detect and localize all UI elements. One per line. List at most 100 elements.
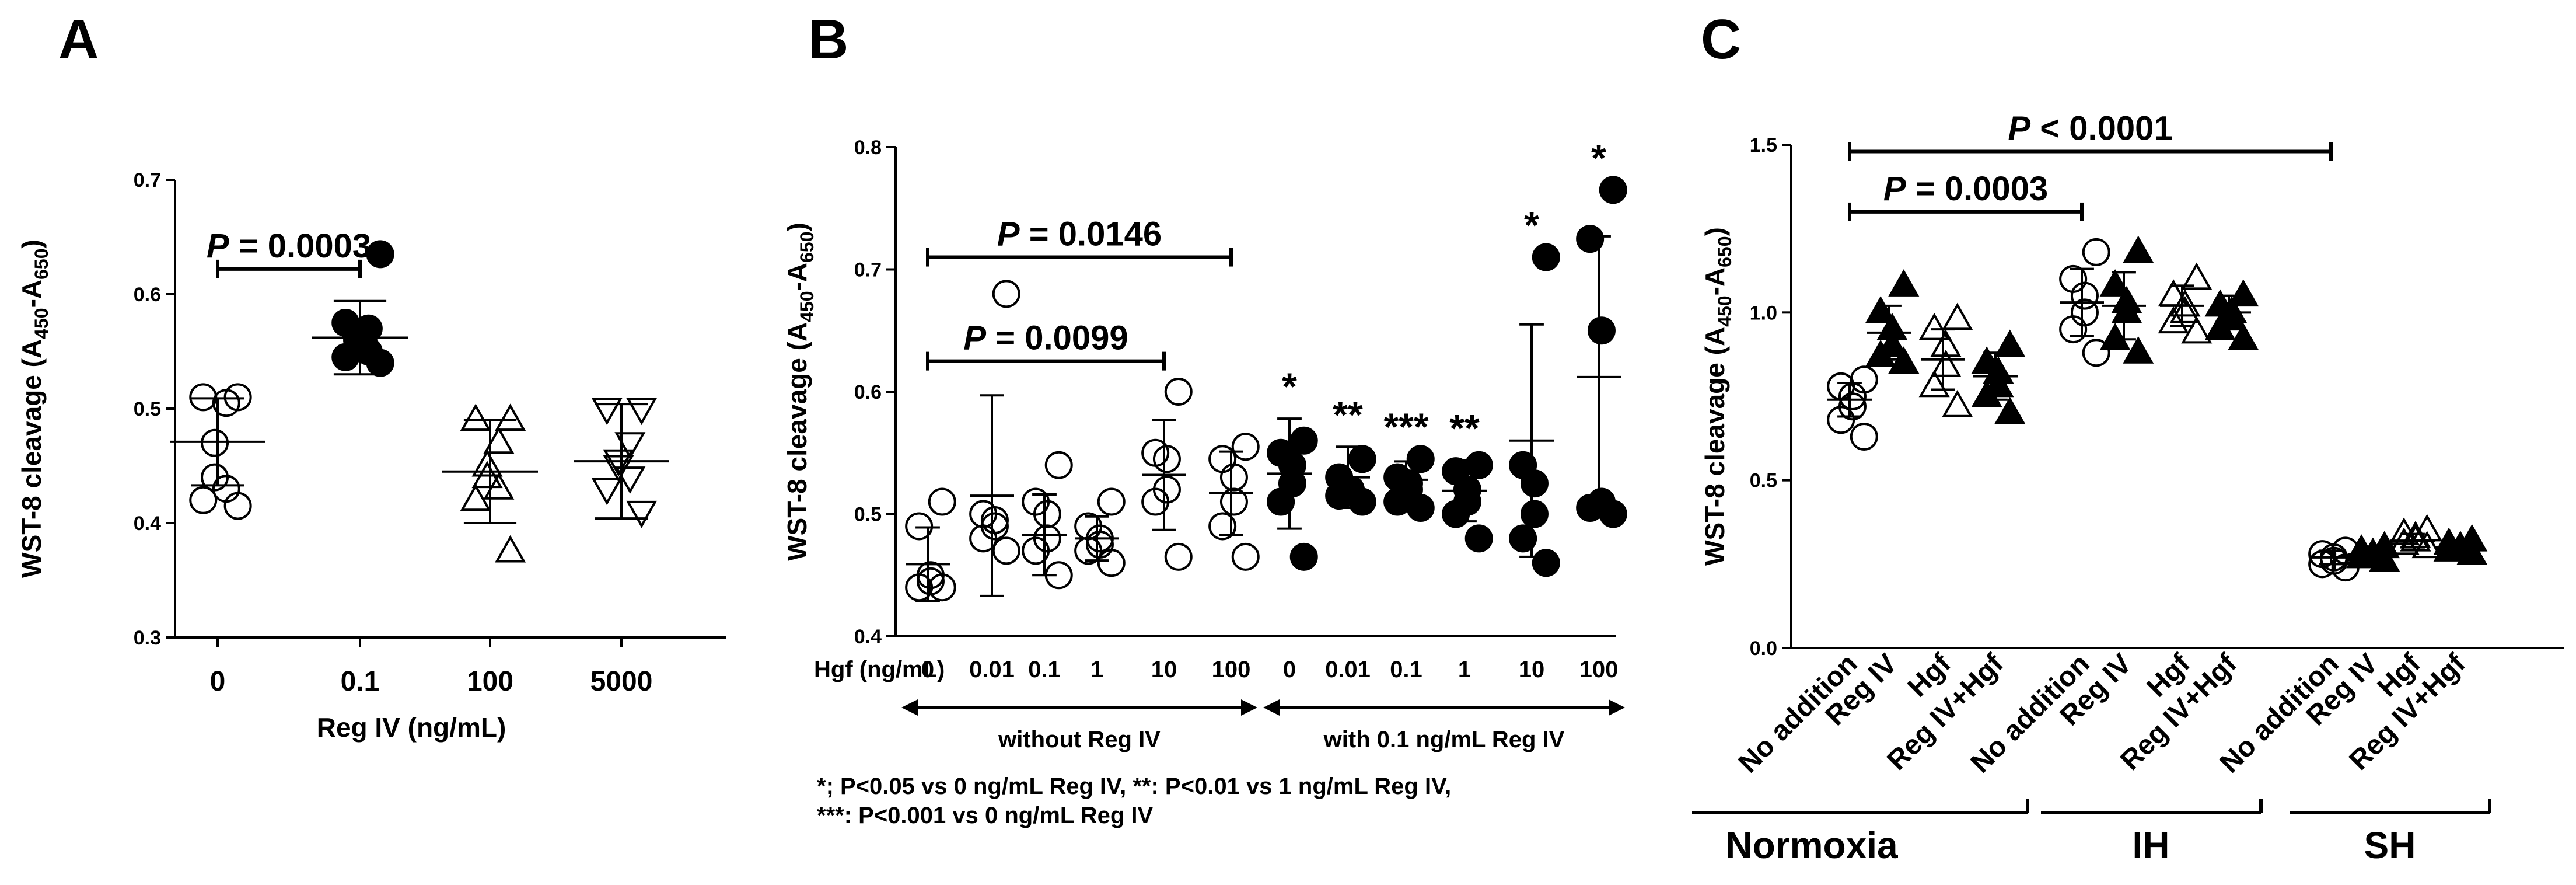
x-tick-label: 100	[467, 666, 513, 697]
data-point	[916, 567, 945, 595]
data-point	[1219, 463, 1248, 492]
data-point	[495, 403, 526, 431]
series-group	[1971, 329, 2026, 424]
series-group	[170, 383, 265, 520]
data-point	[2228, 323, 2259, 350]
y-label-mid: -A	[1700, 267, 1730, 296]
y-tick-label: 1.5	[1750, 134, 1777, 156]
arrow-head-left	[1263, 699, 1280, 716]
data-point	[1044, 451, 1073, 479]
x-tick-label: 0.01	[1325, 657, 1371, 682]
p-value-text: = 0.0146	[1020, 215, 1162, 253]
data-point	[916, 561, 945, 590]
data-point	[2400, 524, 2431, 552]
footnote-line2: ***: P<0.001 vs 0 ng/mL Reg IV	[817, 803, 1154, 828]
data-point	[1509, 524, 1537, 553]
series-group	[1208, 433, 1260, 571]
series-group	[2059, 238, 2110, 367]
data-point	[1208, 512, 1237, 541]
footnote-line1: *; P<0.05 vs 0 ng/mL Reg IV, **: P<0.01 …	[817, 773, 1451, 799]
data-point	[1033, 524, 1061, 553]
series-group	[2388, 514, 2443, 559]
y-label-sub1: 450	[796, 291, 817, 322]
series-group	[905, 487, 956, 602]
panel-label-a: A	[58, 8, 99, 71]
data-point	[905, 512, 934, 541]
data-point	[992, 280, 1020, 308]
p-value-label: P = 0.0003	[207, 227, 371, 265]
series-group	[1865, 269, 1920, 374]
y-label-end: )	[16, 239, 47, 248]
data-point	[2181, 262, 2213, 290]
data-point	[1587, 316, 1616, 345]
data-point	[1348, 445, 1376, 473]
y-tick-label: 0.6	[134, 284, 161, 306]
data-point	[1152, 475, 1181, 504]
data-point	[1983, 370, 2014, 398]
significance-star: *	[1282, 365, 1297, 408]
y-label-main: WST-8 cleavage (A	[1700, 327, 1730, 566]
data-point	[2388, 517, 2420, 545]
group-label: Normoxia	[1725, 824, 1898, 866]
p-value-label: P = 0.0146	[997, 215, 1162, 253]
data-point	[1930, 350, 1962, 377]
data-point	[2456, 524, 2488, 552]
y-tick-label: 0.7	[854, 259, 882, 281]
x-tick-label: 100	[1212, 657, 1251, 682]
data-point	[1587, 487, 1616, 516]
data-point	[2411, 531, 2443, 559]
data-point	[1383, 463, 1412, 492]
data-point	[1532, 243, 1560, 271]
data-point	[1164, 542, 1193, 571]
data-point	[1942, 302, 1973, 330]
x-tick-label: 100	[1579, 657, 1619, 682]
y-tick-label: 0.8	[854, 137, 882, 159]
y-tick-label: 0.3	[134, 627, 161, 649]
series-group	[1827, 365, 1878, 451]
series-group: **	[1442, 406, 1493, 553]
significance-star: **	[1449, 406, 1480, 450]
data-point	[1918, 370, 1950, 398]
p-value-text: = 0.0099	[986, 319, 1128, 357]
x-tick-label: 0	[921, 657, 934, 682]
y-tick-label: 0.5	[134, 398, 161, 420]
data-point	[1850, 422, 1878, 451]
y-label-sub2: 650	[1714, 236, 1735, 267]
data-point	[1219, 487, 1248, 516]
y-axis-label: WST-8 cleavage (A450-A650)	[1700, 227, 1735, 566]
series-group	[2099, 235, 2154, 364]
y-tick-label: 0.0	[1750, 637, 1777, 660]
data-point	[1888, 269, 1920, 297]
data-point	[1208, 445, 1237, 473]
panel-b-chart: 0.4 0.5 0.6 0.7 0.8 WST-8 cleavage (A450-A650…	[782, 136, 1627, 828]
group-label: SH	[2364, 824, 2416, 866]
series-group	[1022, 451, 1073, 590]
p-value-text: = 0.0003	[229, 227, 372, 265]
series-group	[574, 398, 669, 528]
series-group	[2433, 524, 2488, 565]
data-point	[1994, 396, 2026, 424]
data-point	[1231, 433, 1260, 461]
significance-star: *	[1524, 204, 1539, 247]
y-tick-label: 0.4	[134, 513, 161, 535]
data-point	[2169, 289, 2201, 317]
group-label: with 0.1 ng/mL Reg IV	[1323, 727, 1565, 752]
data-point	[1097, 549, 1126, 577]
p-value-letter: P	[963, 319, 986, 357]
x-tick-label: 10	[1519, 657, 1545, 682]
p-value-letter: P	[997, 215, 1020, 253]
x-tick-label: 0.01	[969, 657, 1015, 682]
data-point	[591, 398, 623, 426]
group-label: IH	[2133, 824, 2170, 866]
y-label-mid: -A	[16, 280, 47, 308]
series-group	[2158, 262, 2213, 344]
data-point	[1097, 487, 1126, 516]
p-value-text: < 0.0001	[2030, 109, 2173, 147]
y-tick-label: 0.5	[854, 504, 882, 526]
data-point	[201, 463, 229, 492]
data-point	[223, 492, 252, 520]
data-point	[495, 535, 526, 563]
series-group	[1074, 487, 1126, 577]
y-tick-label: 0.7	[134, 169, 161, 191]
